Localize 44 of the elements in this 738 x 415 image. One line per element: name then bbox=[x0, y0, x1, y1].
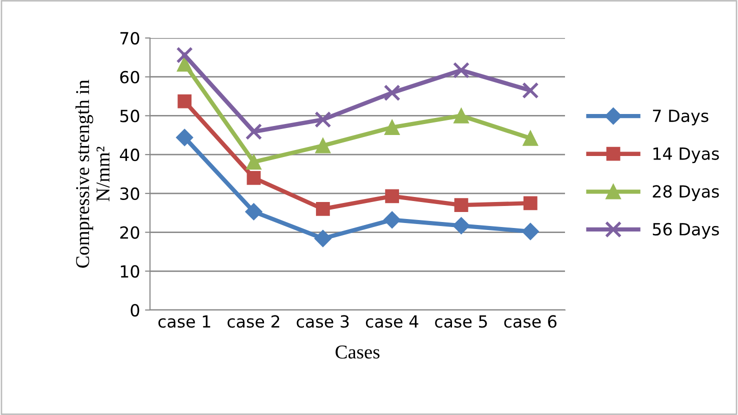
legend-label: 28 Dyas bbox=[652, 185, 719, 201]
point bbox=[452, 217, 470, 234]
point bbox=[384, 120, 400, 136]
x-tick-label: case 1 bbox=[158, 315, 210, 328]
point bbox=[246, 154, 262, 170]
legend-label: 7 Days bbox=[653, 110, 708, 126]
point bbox=[384, 211, 401, 228]
point bbox=[384, 84, 400, 102]
point bbox=[522, 222, 539, 240]
point bbox=[385, 189, 400, 204]
y-tick-label: 0 bbox=[130, 304, 140, 317]
x-tick-label: case 4 bbox=[366, 315, 418, 328]
point bbox=[176, 56, 192, 72]
point bbox=[245, 203, 262, 220]
point bbox=[454, 108, 469, 124]
point bbox=[246, 170, 261, 185]
x-tick-label: case 5 bbox=[435, 315, 487, 328]
x-tick-label: case 2 bbox=[228, 315, 280, 328]
legend-label: 14 Dyas bbox=[653, 148, 719, 164]
point bbox=[178, 94, 192, 108]
x-axis-title: Cases bbox=[336, 345, 380, 359]
y-tick-label: 40 bbox=[120, 148, 140, 162]
point bbox=[522, 130, 538, 146]
y-tick-label: 30 bbox=[120, 187, 140, 200]
point bbox=[315, 138, 331, 154]
point bbox=[523, 196, 538, 210]
y-tick-label: 10 bbox=[120, 265, 140, 278]
point bbox=[245, 123, 262, 140]
y-tick-label: 20 bbox=[120, 226, 140, 239]
y-tick-label: 70 bbox=[120, 32, 140, 45]
y-tick-label: 50 bbox=[120, 110, 140, 122]
x-tick-label: case 6 bbox=[504, 315, 556, 328]
legend-label: 56 Days bbox=[652, 222, 719, 239]
point bbox=[314, 230, 332, 248]
point bbox=[522, 82, 539, 99]
point bbox=[452, 62, 470, 79]
x-tick-label: case 3 bbox=[296, 315, 349, 328]
y-tick-label: 60 bbox=[120, 70, 140, 84]
y-axis-title: Compressive strength in N/mm² bbox=[75, 80, 110, 268]
point bbox=[176, 46, 193, 64]
point bbox=[316, 202, 330, 216]
point bbox=[454, 198, 468, 212]
point bbox=[176, 128, 194, 146]
point bbox=[314, 111, 332, 128]
